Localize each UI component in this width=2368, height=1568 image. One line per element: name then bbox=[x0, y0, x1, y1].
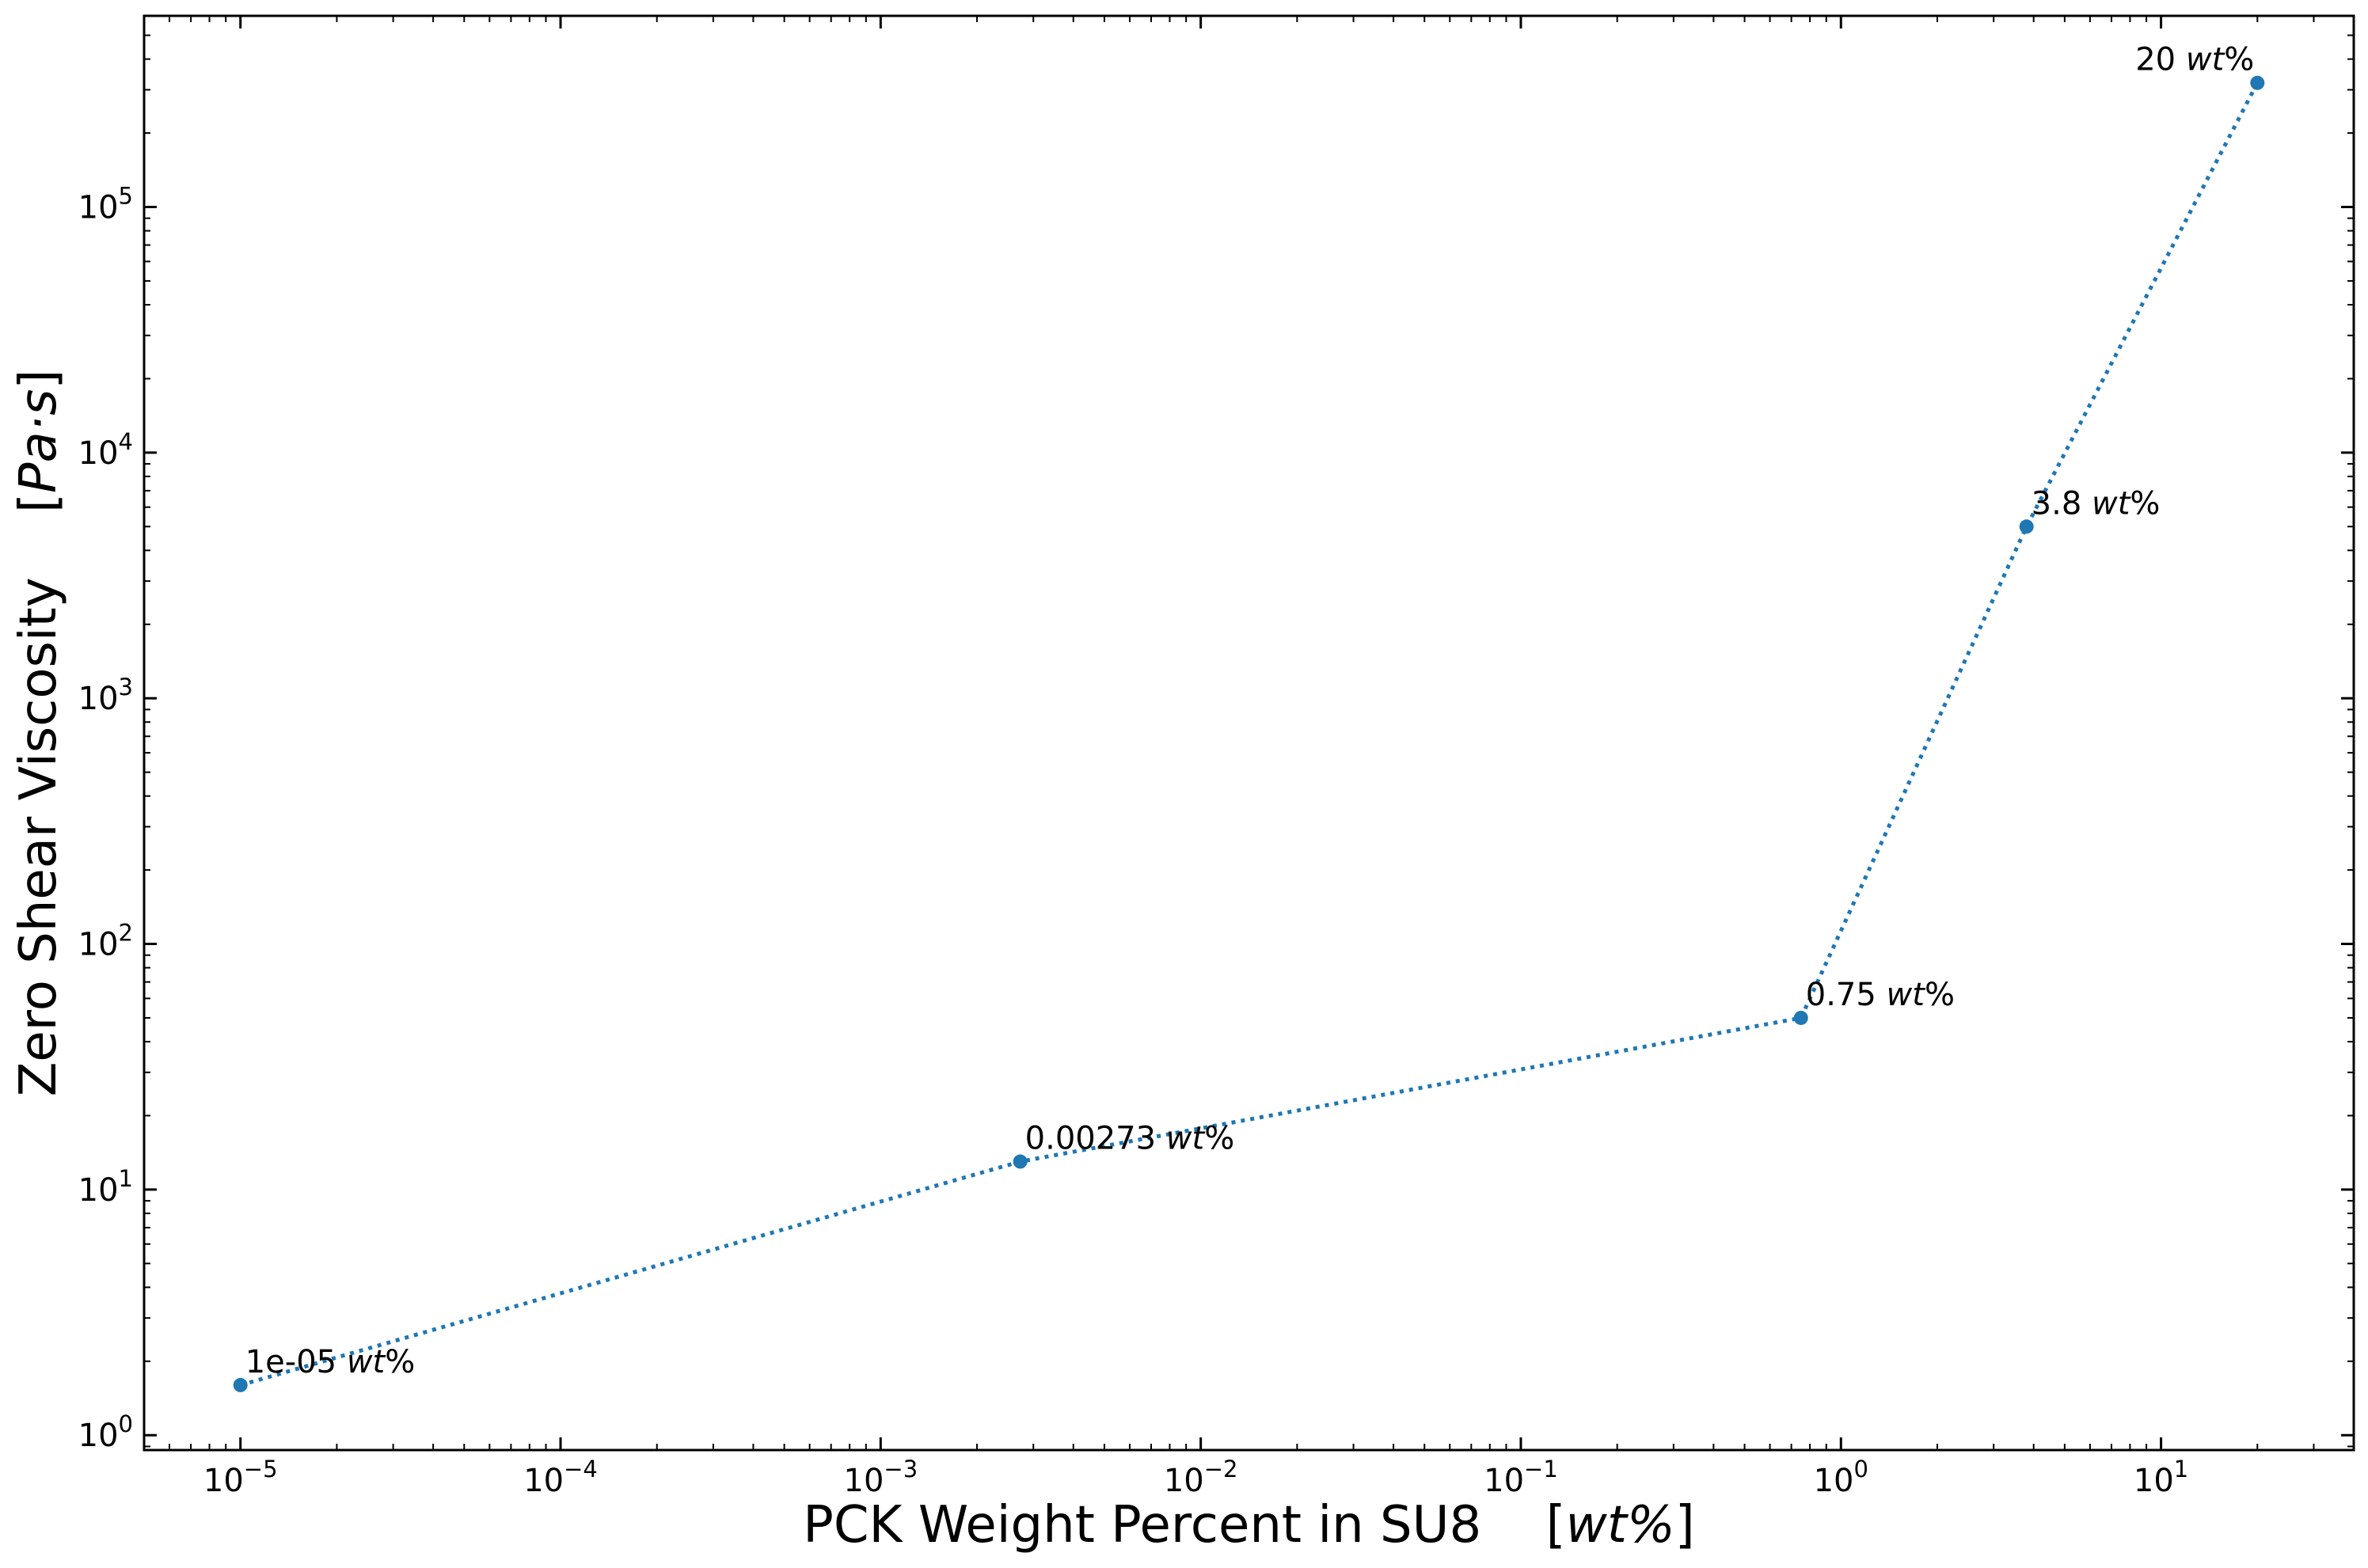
x-tick-label: 10−2 bbox=[1164, 1456, 1238, 1499]
data-point bbox=[233, 1377, 248, 1392]
y-tick-label: 105 bbox=[78, 182, 133, 226]
x-axis-title-text: PCK Weight Percent in SU8 bbox=[803, 1496, 1481, 1555]
y-tick-label: 102 bbox=[78, 920, 133, 963]
y-tick-label: 104 bbox=[78, 428, 133, 472]
x-tick-label: 101 bbox=[2134, 1456, 2188, 1499]
y-tick-label: 103 bbox=[78, 674, 133, 717]
x-axis-unit: wt% bbox=[1566, 1496, 1675, 1555]
data-series bbox=[233, 75, 2265, 1392]
y-tick-label: 101 bbox=[78, 1165, 133, 1209]
x-tick-label: 10−4 bbox=[523, 1456, 598, 1499]
data-labels: 1e-05 wt% 0.00273 wt% 0.75 wt% 3.8 wt% 20 wt… bbox=[245, 42, 2255, 1380]
x-axis-title-close: ] bbox=[1675, 1496, 1695, 1555]
data-point bbox=[2250, 75, 2265, 90]
data-label: 0.75 wt% bbox=[1806, 977, 1955, 1013]
data-label: 0.00273 wt% bbox=[1025, 1121, 1235, 1157]
data-label: 3.8 wt% bbox=[2032, 485, 2161, 522]
y-axis-title-text: Zero Shear Viscosity bbox=[10, 577, 68, 1096]
data-point bbox=[2019, 519, 2034, 534]
y-axis-ticks: 100 101 102 103 104 105 bbox=[78, 15, 2354, 1454]
y-axis-title-close: ] bbox=[10, 370, 68, 389]
data-point bbox=[1013, 1154, 1028, 1169]
x-tick-label: 10−5 bbox=[203, 1456, 278, 1499]
x-axis-ticks: 10−5 10−4 10−3 10−2 10−1 100 101 bbox=[169, 16, 2355, 1499]
data-label: 1e-05 wt% bbox=[245, 1344, 416, 1380]
x-tick-label: 100 bbox=[1814, 1456, 1868, 1499]
x-tick-label: 10−3 bbox=[844, 1456, 918, 1499]
x-axis-title: PCK Weight Percent in SU8 [wt%] bbox=[803, 1496, 1695, 1555]
data-label: 20 wt% bbox=[2135, 42, 2254, 78]
x-tick-label: 10−1 bbox=[1484, 1456, 1558, 1499]
y-axis-unit: Pa·s bbox=[10, 389, 68, 494]
x-axis-title-gap: [ bbox=[1481, 1496, 1565, 1555]
plot-frame bbox=[143, 14, 2355, 1452]
y-axis-title-gap: [ bbox=[10, 493, 68, 577]
y-axis-title: Zero Shear Viscosity [Pa·s] bbox=[10, 370, 68, 1097]
y-tick-label: 100 bbox=[78, 1410, 133, 1454]
data-point bbox=[1793, 1010, 1808, 1025]
series-line bbox=[240, 82, 2260, 1388]
